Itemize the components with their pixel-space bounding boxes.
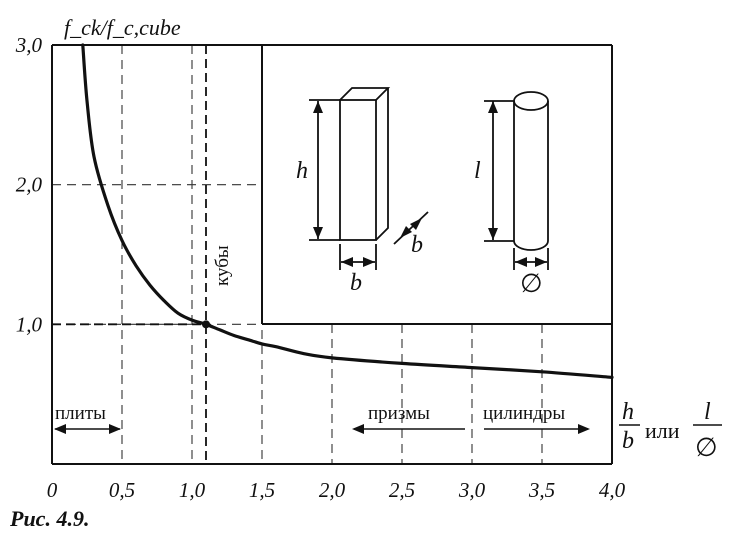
prism-b-label: b <box>350 270 362 296</box>
series-line <box>81 43 614 379</box>
cylinder-bottom <box>513 240 549 251</box>
cylinder-l-dim-top-arrow <box>488 101 498 113</box>
prism-depth-dim <box>393 211 429 245</box>
x-tick-label-4: 2,0 <box>319 478 346 502</box>
reference-lines <box>52 45 207 464</box>
x-label-b: b <box>622 428 634 454</box>
prism-depth-arrow <box>400 226 412 238</box>
axes <box>51 44 613 465</box>
cylinder-top <box>513 91 549 111</box>
x-tick-label-2: 1,0 <box>179 478 206 502</box>
range-plates: плиты <box>54 403 121 434</box>
cylinder-l-dim-bottom-arrow <box>488 228 498 240</box>
range-prisms: призмы <box>352 403 465 434</box>
cylinder-d-left-arrow <box>515 257 527 267</box>
y-tick-labels: 1,0 2,0 3,0 <box>15 33 43 336</box>
y-tick-label-1: 2,0 <box>16 173 43 197</box>
x-tick-label-6: 3,0 <box>458 478 486 502</box>
prism-top <box>339 87 391 101</box>
x-tick-label-5: 2,5 <box>389 478 415 502</box>
plates-arrow-right-head <box>109 424 121 434</box>
x-label-h: h <box>622 399 634 425</box>
prism-side <box>375 88 389 241</box>
cylinder-d-right-arrow <box>535 257 547 267</box>
inset-box <box>261 45 612 325</box>
prism-depth-label: b <box>411 232 423 258</box>
annotation-cubes: кубы <box>212 245 233 286</box>
figure-caption: Рис. 4.9. <box>9 506 89 531</box>
prisms-arrow-head <box>352 424 364 434</box>
x-label-connector: или <box>645 418 680 443</box>
range-cylinders: цилиндры <box>483 403 590 434</box>
x-tick-label-1: 0,5 <box>109 478 135 502</box>
x-axis-label: h b или l ∅ <box>619 399 722 462</box>
prism-front <box>339 99 377 241</box>
x-tick-label-7: 3,5 <box>528 478 555 502</box>
x-tick-label-8: 4,0 <box>599 478 626 502</box>
prism-h-dim-top-arrow <box>313 101 323 113</box>
prism-illustration <box>309 87 429 270</box>
prism-b-dim-left-arrow <box>341 257 353 267</box>
x-label-l: l <box>704 399 711 425</box>
grid <box>52 45 612 464</box>
x-tick-labels: 0 0,5 1,0 1,5 2,0 2,5 3,0 3,5 4,0 <box>47 478 626 502</box>
prism-h-label: h <box>296 158 308 184</box>
plates-arrow-left-head <box>54 424 66 434</box>
prism-h-dim-bottom-arrow <box>313 227 323 239</box>
prism-depth-arrow-2 <box>410 218 422 230</box>
y-axis-label: f_ck/f_c,cube <box>64 15 181 40</box>
annotation-plates: плиты <box>55 403 106 424</box>
annotation-cylinders: цилиндры <box>483 403 565 424</box>
y-tick-label-0: 1,0 <box>16 312 43 336</box>
annotation-prisms: призмы <box>368 403 430 424</box>
x-tick-label-3: 1,5 <box>249 478 275 502</box>
data-marker <box>202 320 210 329</box>
prism-b-dim-right-arrow <box>363 257 375 267</box>
y-tick-label-2: 3,0 <box>15 33 43 57</box>
cylinder-l-label: l <box>474 158 481 184</box>
x-tick-label-0: 0 <box>47 478 58 502</box>
cylinder-illustration <box>484 91 549 270</box>
cylinder-diameter-label: ∅ <box>520 269 543 298</box>
x-label-diameter: ∅ <box>695 433 718 462</box>
cylinders-arrow-head <box>578 424 590 434</box>
